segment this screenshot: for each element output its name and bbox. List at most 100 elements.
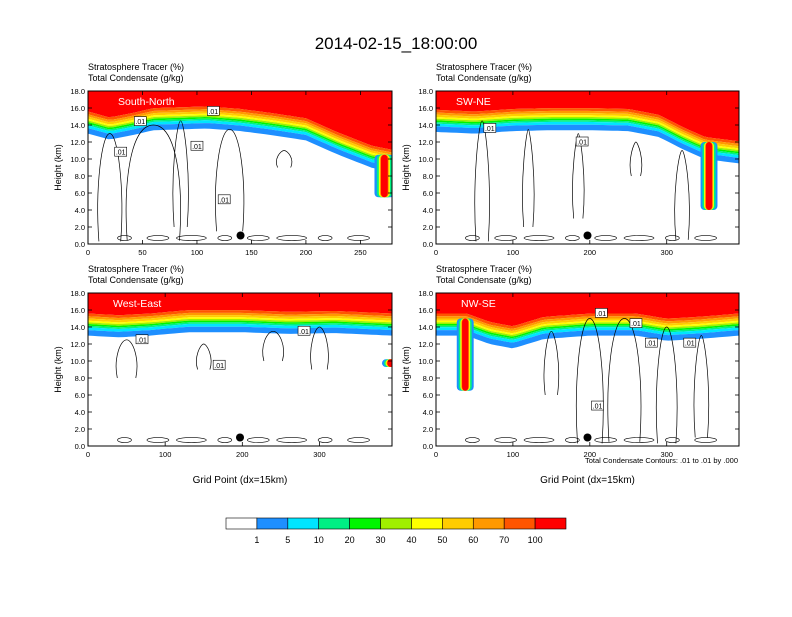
x-tick-label: 300 — [660, 450, 673, 459]
y-tick-label: 0.0 — [423, 442, 433, 451]
colorbar-segment — [534, 517, 567, 530]
y-tick-label: 18.0 — [418, 87, 433, 96]
panel-subtitle-line: Total Condensate (g/kg) — [88, 275, 184, 285]
y-tick-label: 14.0 — [70, 121, 85, 130]
condensate-contour — [565, 437, 580, 443]
plot-frame — [87, 90, 393, 245]
condensate-contour — [262, 330, 284, 362]
condensate-contour — [565, 235, 580, 241]
tracer-band — [88, 320, 392, 328]
y-tick-label: 6.0 — [423, 189, 433, 198]
y-tick-label: 12.0 — [70, 138, 85, 147]
y-tick-label: 14.0 — [418, 323, 433, 332]
condensate-contour — [176, 437, 207, 443]
y-tick-label: 16.0 — [70, 306, 85, 315]
y-axis-label: Height (km) — [401, 346, 411, 393]
tracer-band — [436, 313, 739, 329]
condensate-contour — [674, 150, 690, 240]
tracer-band — [436, 124, 739, 164]
colorbar-segment — [442, 517, 474, 530]
y-tick-label: 4.0 — [423, 408, 433, 417]
x-tick-label: 200 — [584, 450, 597, 459]
contour-label-box — [575, 136, 589, 147]
contour-label: .01 — [192, 144, 202, 151]
contour-label: .01 — [299, 329, 309, 336]
x-tick-label: 150 — [245, 248, 258, 257]
plot-frame — [435, 90, 740, 245]
tracer-band — [88, 123, 392, 172]
chart-panel-4: Stratosphere Tracer (%) Total Condensate … — [401, 264, 740, 486]
tracer-band — [88, 319, 392, 326]
colorbar-segment — [472, 517, 505, 530]
condensate-contour — [523, 437, 555, 443]
condensate-contour — [543, 330, 560, 396]
contour-label: .01 — [596, 311, 606, 318]
condensate-contour — [317, 437, 333, 443]
x-tick-label: 100 — [507, 450, 520, 459]
x-tick-label: 250 — [354, 248, 367, 257]
tracer-band — [88, 91, 392, 150]
tracer-band — [436, 108, 739, 144]
y-tick-label: 6.0 — [75, 391, 85, 400]
plot-frame — [87, 292, 393, 447]
condensate-contour — [176, 235, 207, 241]
y-tick-label: 10.0 — [418, 357, 433, 366]
condensate-contour — [125, 124, 181, 241]
condensate-contour — [117, 437, 132, 443]
condensate-contour — [347, 437, 370, 443]
contour-footnote: Total Condensate Contours: .01 to .01 by… — [585, 456, 738, 465]
y-tick-label: 14.0 — [418, 121, 433, 130]
tracer-intrusion — [387, 359, 392, 367]
contour-label: .01 — [646, 341, 656, 348]
contour-label: .01 — [135, 119, 145, 126]
colorbar-tick-label: 1 — [254, 535, 259, 545]
condensate-contour — [246, 437, 270, 443]
y-tick-label: 8.0 — [423, 172, 433, 181]
condensate-contour — [115, 339, 138, 379]
chart-panel-1: Stratosphere Tracer (%)Total Condensate … — [53, 62, 393, 257]
x-tick-label: 0 — [434, 450, 438, 459]
colorbar-tick-label: 70 — [499, 535, 509, 545]
colorbar-segment — [380, 517, 412, 530]
y-tick-label: 16.0 — [70, 104, 85, 113]
x-tick-label: 0 — [86, 450, 90, 459]
tracer-band — [436, 330, 739, 349]
condensate-contour — [146, 235, 170, 241]
y-tick-label: 2.0 — [75, 425, 85, 434]
condensate-contour — [572, 133, 585, 219]
condensate-contour — [607, 318, 642, 442]
tracer-intrusion — [380, 154, 388, 198]
x-tick-label: 50 — [138, 248, 146, 257]
tracer-band — [88, 323, 392, 332]
contour-label-box — [134, 116, 147, 126]
tracer-band — [436, 110, 739, 147]
panel-title: West-East — [113, 298, 161, 310]
condensate-contour — [494, 235, 517, 241]
condensate-contour — [494, 437, 517, 443]
y-tick-label: 0.0 — [423, 240, 433, 249]
condensate-contour — [310, 326, 329, 370]
condensate-contour — [117, 235, 132, 241]
plot-area: .01 .01 — [436, 91, 739, 244]
condensate-contour — [523, 235, 555, 241]
condensate-contour — [656, 326, 678, 444]
condensate-contour — [317, 235, 333, 241]
y-tick-label: 2.0 — [423, 425, 433, 434]
colorbar-tick-label: 100 — [528, 535, 543, 545]
tracer-band — [88, 322, 392, 329]
condensate-contour — [347, 235, 370, 241]
condensate-contour — [623, 235, 655, 241]
x-tick-label: 200 — [584, 248, 597, 257]
y-axis-label: Height (km) — [53, 144, 63, 191]
figure-title: 2014-02-15_18:00:00 — [315, 34, 478, 53]
contour-label-box — [645, 337, 658, 348]
x-tick-label: 100 — [507, 248, 520, 257]
y-tick-label: 12.0 — [418, 138, 433, 147]
contour-label-box — [591, 400, 604, 411]
contour-label-box — [212, 359, 226, 370]
panel-subtitle-line: Stratosphere Tracer (%) — [436, 264, 532, 274]
colorbar-segment — [256, 517, 289, 530]
x-tick-label: 0 — [86, 248, 90, 257]
condensate-contour — [246, 235, 270, 241]
colorbar: 1 5 10 20 30 40 50 60 70 100 — [225, 517, 567, 545]
